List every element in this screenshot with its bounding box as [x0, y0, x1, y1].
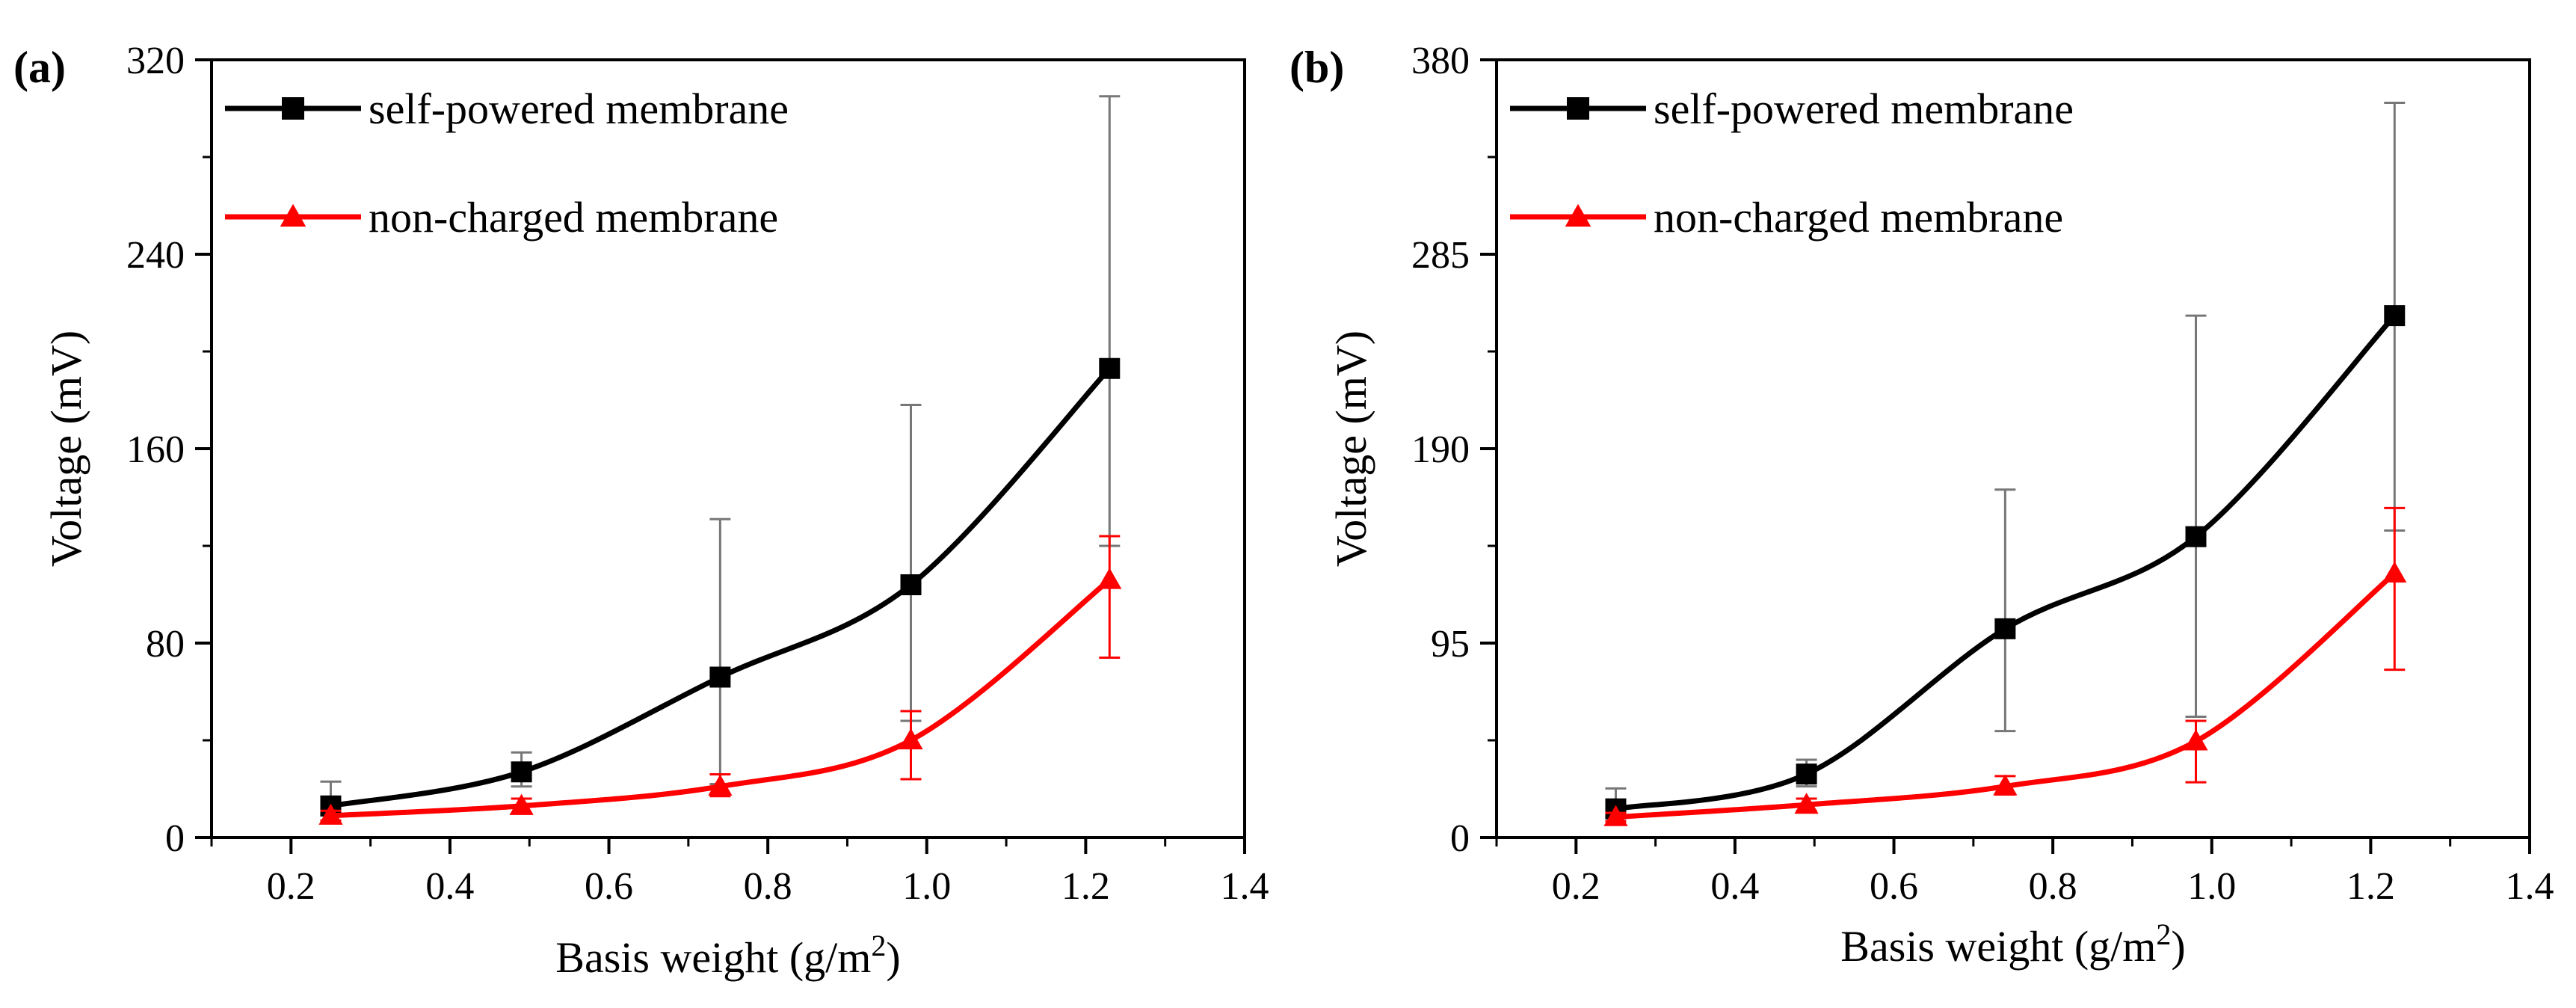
data-point — [318, 803, 343, 825]
chart-panel-a: 0.2 0.4 0.6 0.8 1.0 1.2 1.4 0 80 160 240 320 Basis w… — [13, 40, 1269, 982]
y-tick-label: 320 — [126, 40, 185, 82]
x-axis-label: Basis weight (g/m2) — [555, 929, 900, 982]
y-tick-label: 80 — [146, 623, 185, 666]
data-point — [709, 666, 731, 688]
panel-label: (a) — [13, 43, 66, 92]
legend-marker — [1565, 203, 1591, 227]
data-point — [1603, 805, 1628, 826]
series-non-charged — [1603, 506, 2407, 826]
legend: self-powered membrane non-charged membran… — [1510, 84, 2074, 242]
y-tick-label: 160 — [126, 428, 185, 471]
data-point — [509, 793, 534, 815]
x-axis-label: Basis weight (g/m2) — [1840, 918, 2185, 971]
legend: self-powered membrane non-charged membran… — [225, 84, 789, 242]
data-point — [1796, 763, 1817, 785]
y-axis-label: Voltage (mV) — [42, 331, 90, 567]
legend-marker — [280, 203, 306, 227]
data-point — [2382, 561, 2407, 583]
x-tick-label: 1.4 — [1221, 865, 1269, 908]
y-tick-label: 190 — [1411, 428, 1470, 471]
legend-label: self-powered membrane — [369, 84, 789, 133]
data-point — [1994, 618, 2016, 639]
x-tick-label: 1.2 — [1061, 865, 1110, 908]
y-tick-label: 0 — [1450, 817, 1470, 860]
y-tick-label: 240 — [126, 234, 185, 277]
data-point — [1993, 774, 2018, 796]
x-tick-label: 0.4 — [425, 865, 474, 908]
x-tick-label: 1.2 — [2347, 865, 2395, 908]
chart-panel-b: 0.2 0.4 0.6 0.8 1.0 1.2 1.4 0 95 190 285 380 Basis w… — [1289, 40, 2554, 971]
legend-label: self-powered membrane — [1654, 84, 2074, 133]
x-tick-label: 1.0 — [902, 865, 951, 908]
x-tick-label: 0.4 — [1710, 865, 1759, 908]
plot-frame — [1495, 58, 2531, 839]
data-point — [1794, 793, 1819, 814]
plot-frame — [210, 58, 1246, 839]
panel-label: (b) — [1289, 43, 1344, 92]
series-self-powered — [320, 95, 1121, 817]
x-tick-label: 0.6 — [1870, 865, 1918, 908]
data-point — [1097, 568, 1122, 589]
data-point — [708, 774, 733, 796]
legend-marker — [282, 97, 304, 120]
y-tick-label: 285 — [1411, 234, 1470, 277]
series-non-charged — [318, 535, 1122, 825]
legend-marker — [1567, 97, 1589, 120]
data-point — [511, 761, 532, 783]
data-point — [2185, 526, 2207, 547]
data-point — [1099, 357, 1121, 379]
series-self-powered — [1605, 101, 2406, 820]
x-tick-label: 1.4 — [2506, 865, 2554, 908]
data-point — [899, 728, 923, 750]
x-tick-label: 0.2 — [1552, 865, 1600, 908]
data-point — [2384, 305, 2406, 327]
y-tick-label: 380 — [1411, 40, 1470, 82]
x-tick-label: 0.6 — [585, 865, 633, 908]
y-axis-label: Voltage (mV) — [1327, 331, 1375, 567]
x-tick-label: 1.0 — [2187, 865, 2236, 908]
y-tick-label: 0 — [165, 817, 185, 860]
data-point — [2184, 729, 2208, 751]
data-point — [900, 574, 922, 595]
legend-label: non-charged membrane — [369, 193, 778, 242]
legend-label: non-charged membrane — [1654, 193, 2063, 242]
x-tick-label: 0.8 — [2029, 865, 2077, 908]
x-tick-label: 0.2 — [267, 865, 315, 908]
y-tick-label: 95 — [1431, 623, 1470, 666]
x-tick-label: 0.8 — [744, 865, 792, 908]
